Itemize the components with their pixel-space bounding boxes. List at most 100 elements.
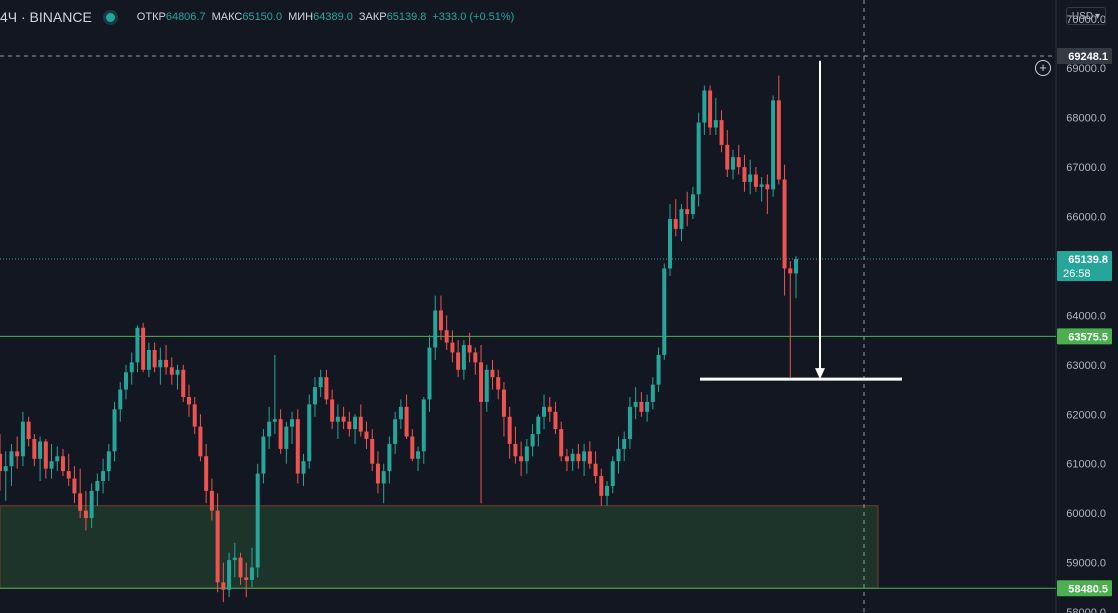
candle [261, 429, 266, 484]
candle-body [341, 416, 346, 422]
add-alert-plus-icon[interactable]: + [1035, 60, 1051, 76]
candle-body [444, 330, 449, 343]
candle-body [301, 461, 306, 474]
candle [232, 542, 237, 578]
candle [375, 451, 380, 494]
y-tick-label: 68000.0 [1066, 113, 1106, 125]
candle-body [524, 446, 529, 462]
y-tick-label: 64000.0 [1066, 310, 1106, 322]
candle [713, 97, 718, 135]
candle-body [198, 426, 203, 457]
open-value: 64806.7 [165, 11, 206, 23]
candle-body [530, 434, 535, 447]
support-price-label: 58480.5 [1068, 583, 1108, 595]
candle-body [215, 510, 220, 583]
candle-body [456, 352, 461, 370]
symbol-label[interactable]: 4Ч · BINANCE [0, 9, 92, 25]
candle [639, 392, 644, 417]
candle [645, 394, 650, 422]
candle-body [112, 409, 117, 452]
candle-body [496, 377, 501, 390]
candle-body [616, 448, 621, 462]
candle [78, 468, 83, 519]
candle [616, 436, 621, 474]
candle-body [129, 362, 134, 373]
support-price-label-bg [1057, 580, 1112, 597]
candle-body [519, 456, 524, 462]
y-tick-label: 63000.0 [1066, 360, 1106, 372]
candle-body [221, 582, 226, 590]
candle-body [118, 389, 123, 410]
candle [690, 186, 695, 219]
candle [284, 421, 289, 464]
candle-body [490, 369, 495, 378]
candle-body [668, 218, 673, 269]
candle [72, 466, 77, 504]
candle-body [89, 490, 94, 519]
candle [272, 354, 277, 435]
candle [725, 130, 730, 177]
candle-body [450, 342, 455, 353]
candle [627, 396, 632, 449]
y-tick-label: 59000.0 [1066, 558, 1106, 570]
market-status-icon [105, 12, 115, 22]
candle-body [776, 100, 781, 180]
candle-body [38, 441, 43, 459]
candle-body [330, 399, 335, 422]
candle [542, 394, 547, 430]
candle-body [513, 443, 518, 457]
candle [461, 340, 466, 380]
candles-group [0, 75, 798, 603]
candle-body [467, 345, 472, 353]
candle-body [587, 451, 592, 464]
candle [610, 456, 615, 494]
candle [765, 174, 770, 215]
candle [49, 443, 54, 479]
candle [181, 364, 186, 402]
candle [708, 85, 713, 135]
candle [387, 436, 392, 484]
candle [26, 416, 31, 447]
candle-body [559, 429, 564, 457]
candle [66, 453, 71, 486]
candle-body [639, 401, 644, 412]
candle [605, 481, 610, 506]
candle [175, 364, 180, 390]
candle-body [141, 327, 146, 370]
candle [164, 345, 169, 375]
candle-body [650, 384, 655, 402]
candle-body [662, 268, 667, 355]
candle [496, 369, 501, 400]
candle-body [542, 406, 547, 417]
candle [60, 448, 65, 477]
candle-body [593, 463, 598, 477]
candle-body [152, 350, 157, 368]
candle-body [318, 377, 323, 388]
candle [312, 377, 317, 417]
candle [112, 401, 117, 462]
low-value: 64389.0 [313, 11, 353, 23]
candle-body [484, 369, 489, 402]
candle [169, 357, 174, 385]
candle [553, 401, 558, 435]
candle-body [32, 438, 37, 459]
candle-body [238, 557, 243, 578]
candle [255, 463, 260, 578]
candle [249, 547, 254, 588]
candle [650, 377, 655, 410]
candle [679, 204, 684, 242]
candle [576, 443, 581, 469]
candle [152, 342, 157, 373]
candle [456, 340, 461, 378]
candle [209, 478, 214, 521]
currency-selector[interactable]: USD ▾ [1066, 7, 1106, 25]
candle [794, 256, 798, 299]
candle [782, 164, 787, 296]
candle-body [627, 406, 632, 439]
symbol-header: 4Ч · BINANCE ОТКР 64806.7 МАКС 65150.0 М… [0, 6, 514, 28]
candle [158, 347, 163, 385]
candle-body [181, 369, 186, 397]
candle [753, 167, 758, 192]
candle [215, 493, 220, 593]
